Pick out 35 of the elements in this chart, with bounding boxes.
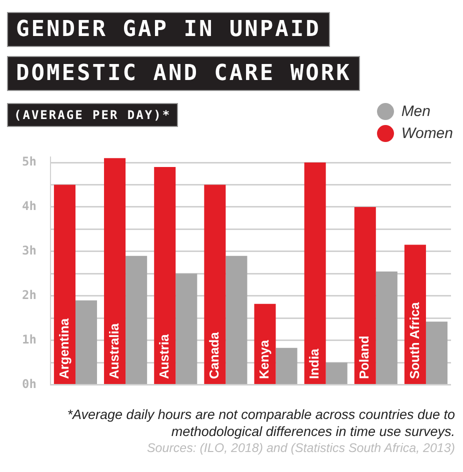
chart-title: GENDER GAP IN UNPAID DOMESTIC AND CARE WORK [8,13,360,90]
x-tick-label: Poland [356,336,372,380]
x-tick-label: India [306,348,322,380]
bar [276,348,298,384]
bar [204,184,226,384]
bar [376,271,398,384]
y-tick-label: 1h [22,332,36,346]
source-note: Sources: (ILO, 2018) and (Statistics South Africa, 2013) [146,440,455,457]
bar [326,362,348,384]
x-tick-label: Kenya [256,339,272,380]
x-tick-label: South Africa [406,301,422,380]
bar [176,274,198,384]
x-tick-label: Australia [106,322,122,380]
x-tick-label: Austria [156,333,172,380]
y-tick-label: 0h [22,376,36,391]
bar [254,304,276,384]
bar [304,162,326,384]
y-tick-label: 5h [22,154,36,169]
x-tick-label: Argentina [56,318,72,380]
bar [126,256,148,384]
text: *Average daily hours are not comparable across countries due to methodological differences in time use surveys. [66,406,455,440]
y-tick-label: 3h [22,244,36,258]
bar [154,166,176,384]
bar [354,206,376,384]
chart-subtitle: (AVERAGE PER DAY)* [8,104,178,126]
bar [226,256,248,384]
legend-label: Women [401,124,453,142]
legend-label: Men [401,102,430,120]
bar [54,184,76,384]
y-tick-label: 4h [22,199,36,214]
bar [75,300,98,384]
y-tick-label: 2h [22,288,36,302]
bar [426,322,448,384]
bar [104,158,126,384]
x-tick-label: Canada [206,331,222,380]
